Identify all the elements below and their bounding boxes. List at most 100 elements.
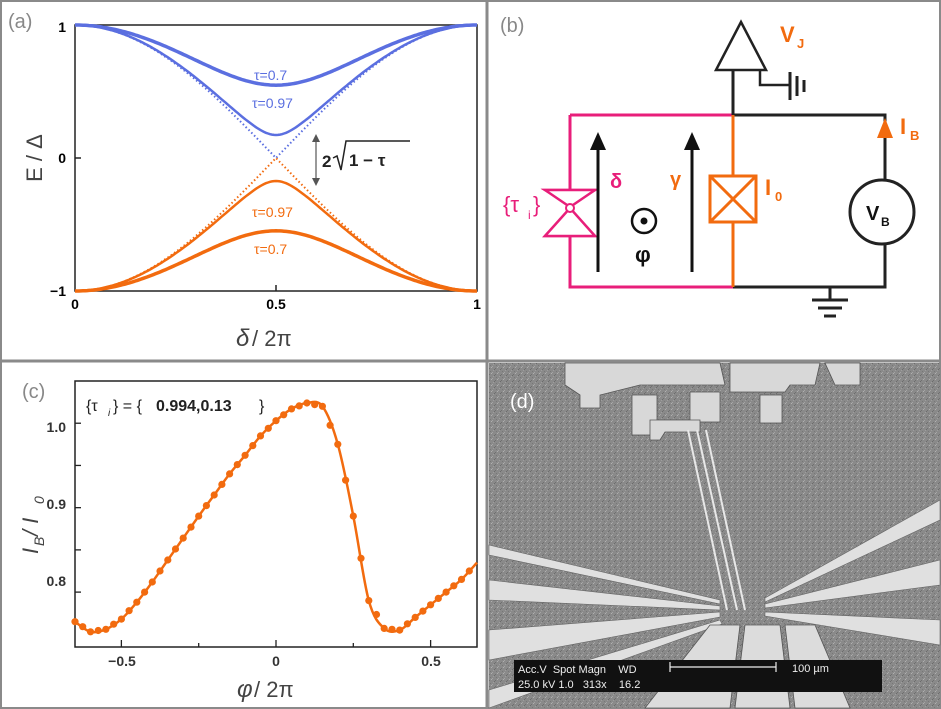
c-data-point (318, 402, 326, 410)
c-data-point (179, 534, 187, 542)
gap-arrow (312, 134, 320, 186)
c-data-point (295, 402, 303, 410)
ib-sub: B (910, 128, 919, 143)
junction-cross-b (708, 174, 758, 224)
c-annot-prefix: {τ (86, 398, 98, 415)
amp-ground-wire (758, 70, 790, 87)
gamma-label: γ (670, 169, 682, 191)
c-data-point (457, 575, 466, 584)
sem-top-pads (564, 362, 861, 441)
c-data-point (102, 625, 110, 633)
contact-top-tri (540, 188, 600, 209)
delta-label: δ (610, 171, 622, 193)
c-data-point (171, 545, 180, 553)
c-xlabel-phi: φ (237, 676, 253, 703)
a-ytick-1: 1 (58, 19, 66, 35)
c-data-point (125, 607, 133, 615)
c-data-point (419, 607, 427, 615)
c-data-point (133, 598, 141, 606)
c-data-point (272, 417, 280, 425)
c-data-point (195, 512, 203, 520)
c-data-point (233, 461, 241, 469)
vb-label: V (866, 203, 880, 225)
c-ylabel-mid: / I (18, 518, 43, 538)
flux-dot (640, 217, 648, 225)
i0-label: I (765, 175, 771, 200)
c-data-point (427, 601, 435, 609)
sem-scalebar-label: 100 µm (792, 663, 829, 675)
a-curve-orange-07 (75, 229, 477, 293)
panel-b: (b) (500, 15, 919, 318)
panel-c-ticks (75, 422, 432, 647)
c-data-point (334, 440, 342, 448)
a-curve-blue-07 (75, 23, 477, 87)
voltmeter-icon (848, 178, 916, 246)
contact-point-icon (565, 203, 575, 213)
sem-info-bar (514, 660, 882, 692)
a-label-blue-07: τ=0.7 (254, 67, 287, 83)
c-ytick-10: 1.0 (47, 419, 67, 435)
c-data-point (187, 523, 195, 531)
c-ylabel: I B / I 0 (18, 496, 47, 554)
c-data-point (465, 567, 473, 575)
a-xtick-0: 0 (71, 296, 79, 312)
c-data-point (210, 491, 218, 499)
c-data-point (110, 620, 118, 628)
c-data-point (326, 421, 334, 429)
c-data-point (372, 610, 381, 619)
c-data-point (86, 628, 95, 636)
c-data-point (388, 625, 396, 633)
c-data-point (311, 401, 319, 409)
c-ytick-08: 0.8 (47, 573, 67, 589)
a-ytick-0: 0 (58, 150, 66, 166)
c-xtick-m05: −0.5 (108, 653, 136, 669)
c-data-point (249, 442, 257, 450)
c-data-point (380, 624, 388, 633)
gap-label-radicand: 1 − τ (349, 151, 386, 170)
a-xtick-1: 1 (473, 296, 481, 312)
amplifier-icon (713, 19, 769, 72)
a-label-orange-07: τ=0.7 (254, 241, 287, 257)
c-data-point (365, 597, 373, 605)
c-data-point (411, 613, 419, 622)
tau-label-sub: i (528, 208, 531, 222)
c-data-point (403, 620, 411, 628)
sem-info-row1: Acc.V Spot Magn WD (518, 664, 637, 676)
c-ylabel-i: I (18, 548, 43, 554)
c-data-point (450, 582, 458, 590)
panel-d: Acc.V Spot Magn WD 25.0 kV 1.0 313x 16.2… (488, 362, 941, 709)
c-data-point (94, 626, 102, 635)
a-curve-orange-097 (75, 179, 477, 293)
c-data-point (280, 411, 288, 419)
sem-leads (687, 429, 746, 611)
vj-sub: J (797, 36, 804, 51)
c-annot-end: } (259, 398, 265, 415)
c-data-point (342, 476, 350, 484)
contact-bottom-tri (542, 206, 598, 238)
a-curve-orange-1 (75, 156, 477, 292)
c-annot-mid: } = { (113, 398, 143, 415)
c-data-point (349, 512, 357, 520)
tau-label-open: {τ (503, 192, 519, 217)
panel-a: (a) 1 0 −1 0 0.5 1 E / Δ δ / 2π τ=0.7 τ=… (8, 11, 481, 352)
c-data-point (442, 588, 450, 596)
c-data-point (264, 424, 272, 432)
c-data-point (303, 399, 311, 407)
c-data-point (256, 432, 265, 440)
panel-d-label: (d) (510, 391, 534, 413)
c-ylabel-sub-0: 0 (31, 496, 47, 504)
c-data-point (148, 578, 156, 586)
gap-label-prefix: 2 (322, 152, 331, 171)
a-curve-blue-1 (75, 24, 477, 160)
panel-b-label: (b) (500, 15, 524, 37)
panel-c: (c) 1.0 0.9 0.8 −0.5 0 0.5 {τ i } = { 0.… (18, 380, 478, 703)
c-data-point (357, 554, 365, 562)
sqrt-sign (332, 140, 410, 171)
panel-a-curves (75, 23, 477, 293)
ib-arrowhead (877, 118, 893, 138)
c-data-point (241, 451, 249, 459)
sem-right-leads (764, 499, 941, 646)
c-fit-line (74, 400, 478, 634)
gamma-arrowhead (684, 132, 700, 150)
